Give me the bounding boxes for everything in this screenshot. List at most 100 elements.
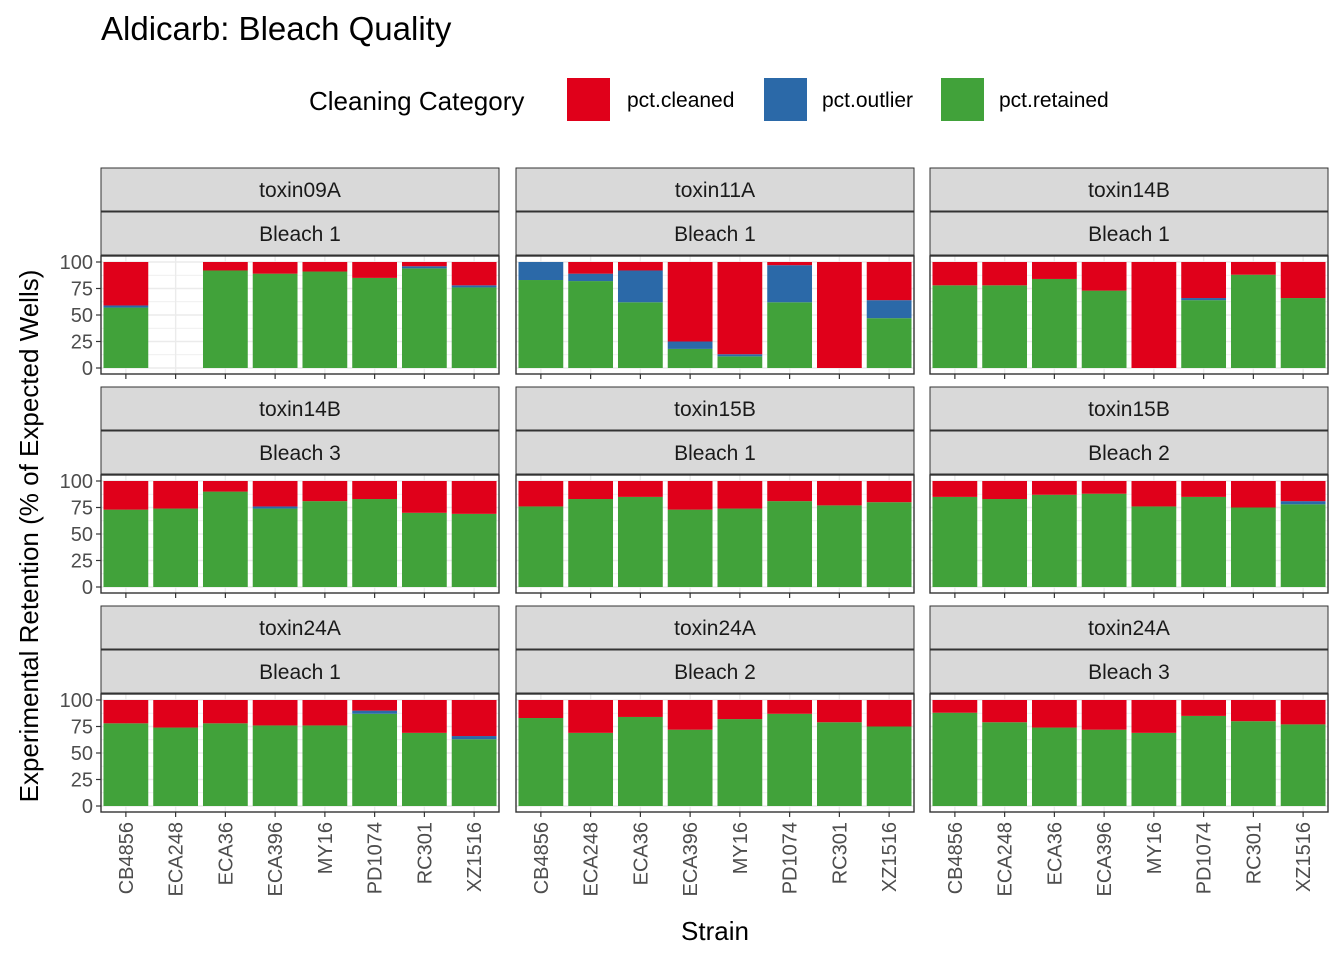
bar-outlier <box>518 262 564 281</box>
bar-cleaned <box>252 481 298 507</box>
bar-outlier <box>352 710 398 714</box>
bar-retained <box>1181 496 1227 587</box>
bar-retained <box>451 739 497 806</box>
strip-toxin-label: toxin24A <box>259 617 341 640</box>
legend-label-retained: pct.retained <box>999 89 1109 112</box>
y-tick-label: 75 <box>71 498 93 520</box>
bar-retained <box>932 712 978 806</box>
bar-cleaned <box>153 700 199 728</box>
bar-cleaned <box>717 262 763 355</box>
strip-toxin <box>515 167 915 212</box>
bar-retained <box>252 273 298 368</box>
bar-cleaned <box>1230 262 1276 275</box>
legend: Cleaning Category pct.cleaned pct.outlie… <box>309 78 1109 121</box>
x-tick-label: ECA36 <box>1044 822 1066 885</box>
bar-retained <box>401 512 447 587</box>
x-tick-label: ECA248 <box>995 822 1017 897</box>
bar-retained <box>1230 507 1276 587</box>
bar-cleaned <box>1031 481 1077 495</box>
bar-retained <box>1031 494 1077 587</box>
bar-retained <box>1131 506 1177 587</box>
bar-cleaned <box>352 262 398 278</box>
bar-retained <box>1081 493 1127 587</box>
x-tick-label: CB4856 <box>116 822 138 894</box>
bar-retained <box>816 505 862 587</box>
strip-bleach-label: Bleach 2 <box>674 661 756 684</box>
bar-outlier <box>103 305 149 308</box>
strip-toxin-label: toxin11A <box>675 179 755 202</box>
bar-retained <box>1280 724 1326 806</box>
bar-cleaned <box>302 700 348 726</box>
x-tick-label: ECA36 <box>215 822 237 885</box>
bar-outlier <box>1280 501 1326 505</box>
facet-panel: toxin15B Bleach 1 <box>515 386 915 598</box>
bar-cleaned <box>401 481 447 513</box>
bar-retained <box>153 508 199 587</box>
bar-retained <box>202 491 248 587</box>
x-tick-label: RC301 <box>414 822 436 884</box>
bar-cleaned <box>302 481 348 502</box>
bar-cleaned <box>816 481 862 506</box>
bar-cleaned <box>401 262 447 267</box>
y-axis-label: Experimental Retention (% of Expected We… <box>14 270 44 803</box>
x-tick-label: MY16 <box>730 822 752 874</box>
facet-panel: toxin11A Bleach 1 <box>515 167 915 379</box>
y-tick-label: 0 <box>82 796 93 818</box>
panel-border <box>515 474 915 594</box>
bar-cleaned <box>617 700 663 717</box>
y-tick-label: 75 <box>71 279 93 301</box>
panel-border <box>515 693 915 813</box>
bar-cleaned <box>1280 481 1326 502</box>
bar-cleaned <box>352 700 398 711</box>
bar-retained <box>401 268 447 368</box>
bar-cleaned <box>617 481 663 497</box>
bar-cleaned <box>932 481 978 497</box>
bar-retained <box>568 281 614 368</box>
bar-retained <box>518 280 564 368</box>
strip-toxin-label: toxin09A <box>259 179 341 202</box>
panel-border <box>929 255 1329 375</box>
strip-bleach <box>515 430 915 475</box>
bar-cleaned <box>451 700 497 737</box>
x-tick-label: ECA396 <box>265 822 287 897</box>
x-tick-label: CB4856 <box>531 822 553 894</box>
bar-retained <box>1230 721 1276 806</box>
x-tick-label: XZ1516 <box>1293 822 1315 892</box>
bar-cleaned <box>401 700 447 733</box>
bar-cleaned <box>717 481 763 509</box>
strip-bleach-label: Bleach 1 <box>259 661 341 684</box>
bar-cleaned <box>717 700 763 720</box>
bar-cleaned <box>866 700 912 727</box>
bar-cleaned <box>568 700 614 733</box>
strip-toxin <box>515 386 915 431</box>
bar-retained <box>982 285 1028 368</box>
bar-retained <box>1081 290 1127 368</box>
bar-cleaned <box>518 700 564 719</box>
bar-outlier <box>717 354 763 357</box>
y-tick-label: 0 <box>82 577 93 599</box>
panel-border <box>929 474 1329 594</box>
bar-cleaned <box>816 262 862 368</box>
y-tick-label: 50 <box>71 743 93 765</box>
bar-retained <box>103 723 149 806</box>
legend-swatch-cleaned <box>567 78 610 121</box>
bar-cleaned <box>252 262 298 274</box>
bar-cleaned <box>1280 262 1326 299</box>
strip-toxin <box>100 605 500 650</box>
bar-cleaned <box>202 262 248 271</box>
bar-retained <box>568 499 614 587</box>
bar-retained <box>932 285 978 368</box>
panel-border <box>515 255 915 375</box>
bar-retained <box>202 270 248 368</box>
legend-label-cleaned: pct.cleaned <box>627 89 734 112</box>
bar-cleaned <box>866 481 912 503</box>
bar-cleaned <box>302 262 348 272</box>
strip-bleach <box>100 649 500 694</box>
x-tick-label: PD1074 <box>1194 822 1216 894</box>
bar-cleaned <box>667 700 713 730</box>
bar-outlier <box>401 266 447 269</box>
y-tick-label: 100 <box>60 471 93 493</box>
bar-cleaned <box>1031 700 1077 728</box>
legend-swatch-retained <box>941 78 984 121</box>
bar-retained <box>816 722 862 806</box>
